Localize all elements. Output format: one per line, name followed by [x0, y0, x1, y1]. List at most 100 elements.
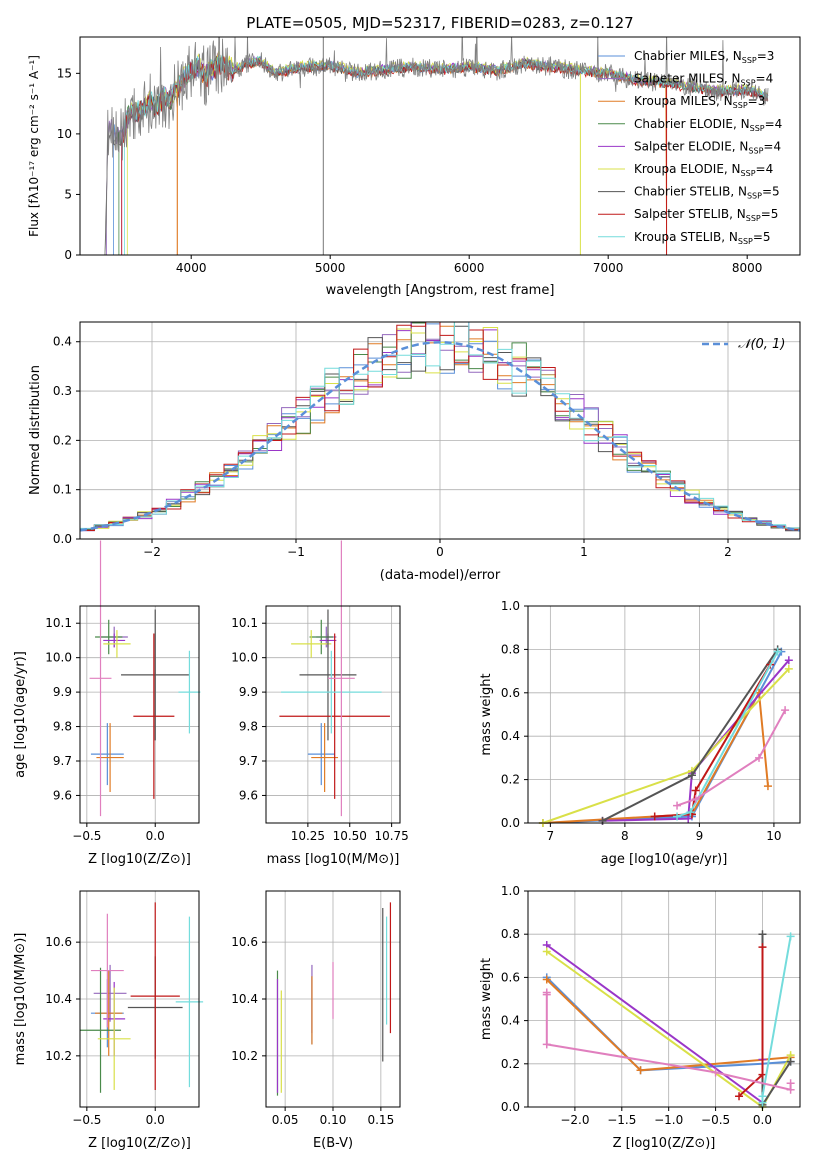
- x-tick-label: 7000: [593, 261, 624, 275]
- axes-frame: [527, 890, 801, 1108]
- y-tick-label: 10.0: [45, 651, 72, 665]
- spectrum-legend: Chabrier MILES, NSSP=3 Salpeter MILES, NS…: [598, 49, 782, 246]
- weight-marker: [542, 975, 551, 984]
- weight-marker: [691, 786, 700, 795]
- weight-marker: [758, 930, 767, 939]
- x-tick-label: 8000: [732, 261, 763, 275]
- x-tick-label: 10: [766, 829, 781, 843]
- error-bar-point: [133, 633, 175, 799]
- legend-label: Kroupa MILES, NSSP=3: [634, 94, 765, 110]
- gaussian-legend-label: 𝒩(0, 1): [738, 337, 785, 352]
- error-bar-point: [299, 609, 357, 741]
- y-tick-label: 9.8: [239, 720, 258, 734]
- weight-line: [654, 664, 772, 818]
- legend-label: Kroupa ELODIE, NSSP=4: [634, 162, 773, 178]
- gaussian-reference-curve: [80, 340, 800, 532]
- weight-marker: [735, 1092, 744, 1101]
- y-tick-label: 10: [57, 127, 72, 141]
- spectrum-line: [176, 54, 667, 255]
- legend-label: Chabrier MILES, NSSP=3: [634, 49, 774, 65]
- y-tick-label: 0.2: [53, 433, 72, 447]
- spectrum-ticks: 4000 5000 6000 7000 8000 0 5 10 15: [57, 66, 763, 275]
- residual-series-group: [80, 322, 800, 534]
- error-bar-point: [89, 540, 112, 817]
- weight-marker: [650, 812, 659, 821]
- legend-label: Salpeter ELODIE, NSSP=4: [634, 139, 781, 155]
- weight-marker: [781, 706, 790, 715]
- weight-marker: [786, 932, 795, 941]
- error-bar-point: [80, 967, 122, 1093]
- weight-marker: [673, 812, 682, 821]
- y-tick-label: 0.6: [501, 686, 520, 700]
- y-tick-label: 0.3: [53, 384, 72, 398]
- y-tick-label: 10.1: [45, 616, 72, 630]
- weight-marker: [758, 1092, 767, 1101]
- y-tick-label: 10.4: [231, 992, 258, 1006]
- weight-marker: [636, 1066, 645, 1075]
- y-tick-label: 9.7: [53, 754, 72, 768]
- weight-marker: [711, 1068, 720, 1077]
- y-tick-label: 0.8: [501, 927, 520, 941]
- x-axis-label: E(B-V): [313, 1136, 353, 1151]
- x-tick-label: 10.75: [374, 829, 408, 843]
- residual-ylabel: Normed distribution: [28, 365, 43, 495]
- y-tick-label: 9.8: [53, 720, 72, 734]
- y-tick-label: 1.0: [501, 599, 520, 613]
- legend-label: Kroupa STELIB, NSSP=5: [634, 230, 771, 246]
- x-tick-label: −0.5: [72, 1113, 101, 1127]
- spectrum-ylabel: Flux [fλ10⁻¹⁷ erg cm⁻² s⁻¹ A⁻¹]: [27, 55, 41, 237]
- x-tick-label: 0: [436, 545, 444, 559]
- residual-xlabel: (data-model)/error: [380, 568, 501, 583]
- x-axis-label: Z [log10(Z/Z⊙)]: [88, 852, 191, 867]
- y-tick-label: 0.4: [53, 335, 72, 349]
- x-tick-label: −0.5: [72, 829, 101, 843]
- y-tick-label: 9.6: [53, 788, 72, 802]
- y-tick-label: 10.6: [231, 935, 258, 949]
- spectrum-series-group: [104, 37, 769, 255]
- legend-label: Chabrier STELIB, NSSP=5: [634, 185, 780, 201]
- x-axis-label: age [log10(age/yr)]: [601, 852, 728, 867]
- weight-line: [542, 689, 769, 824]
- error-bar-point: [93, 964, 127, 1022]
- error-bar-point: [281, 650, 382, 734]
- parameter-panel: 10.25 10.50 10.75 9.6 9.7 9.8 9.9 10.0 10.1 mass …: [231, 540, 409, 867]
- x-axis-label: Z [log10(Z/Z⊙)]: [613, 1136, 716, 1151]
- spectrum-line: [121, 55, 769, 255]
- y-tick-label: 0.0: [501, 816, 520, 830]
- y-tick-label: 0.2: [501, 1057, 520, 1071]
- spectrum-title: PLATE=0505, MJD=52317, FIBERID=0283, z=0…: [246, 14, 633, 32]
- spectrum-axes-frame: [79, 36, 801, 256]
- weight-marker: [542, 990, 551, 999]
- y-tick-label: 0: [64, 248, 72, 262]
- weight-line: [546, 944, 764, 1105]
- weight-line: [676, 709, 786, 807]
- x-tick-label: 0.15: [367, 1113, 394, 1127]
- error-bar-point: [309, 619, 333, 655]
- weight-marker: [786, 1057, 795, 1066]
- error-bar-point: [178, 650, 201, 734]
- x-tick-label: 0.0: [753, 1113, 772, 1127]
- y-tick-label: 9.7: [239, 754, 258, 768]
- y-axis-label: mass weight: [479, 958, 494, 1040]
- residual-legend: 𝒩(0, 1): [702, 337, 785, 352]
- y-axis-label: mass weight: [479, 673, 494, 755]
- weight-marker: [542, 947, 551, 956]
- weight-marker: [758, 943, 767, 952]
- parameter-panel: −2.0 −1.5 −1.0 −0.5 0.0 0.0 0.2 0.4 0.6 0.8 1.0 Z […: [479, 884, 801, 1151]
- weight-marker: [686, 808, 695, 817]
- x-tick-label: 0.10: [320, 1113, 347, 1127]
- y-tick-label: 1.0: [501, 884, 520, 898]
- x-tick-label: −1.0: [654, 1113, 683, 1127]
- y-tick-label: 15: [57, 66, 72, 80]
- legend-label: Salpeter STELIB, NSSP=5: [634, 207, 778, 223]
- x-tick-label: 6000: [454, 261, 485, 275]
- x-tick-label: 1: [580, 545, 588, 559]
- error-bar-point: [95, 970, 123, 1056]
- error-bar-point: [307, 723, 335, 786]
- weight-marker: [684, 814, 693, 823]
- weight-marker: [755, 753, 764, 762]
- error-bar-point: [103, 630, 131, 658]
- parameter-panel: 7 8 9 10 0.0 0.2 0.4 0.6 0.8 1.0 age [log10(age/yr…: [479, 599, 801, 867]
- residual-panel: −2 −1 0 1 2 0.0 0.1 0.2 0.3 0.4 (data-model)/erro…: [28, 321, 801, 583]
